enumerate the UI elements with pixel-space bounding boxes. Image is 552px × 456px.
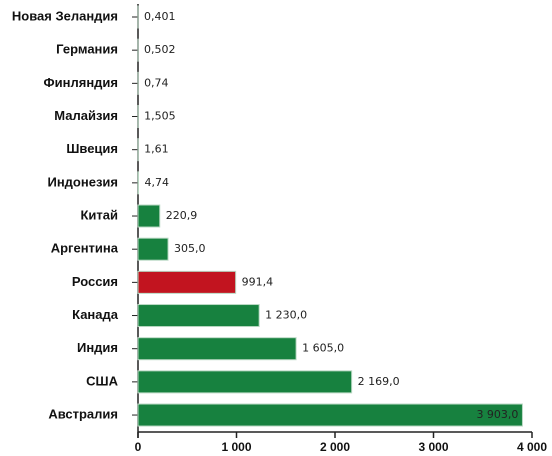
bar — [137, 370, 353, 394]
value-label: 220,9 — [166, 209, 198, 222]
value-label: 0,502 — [144, 43, 176, 56]
y-tick-label: Германия — [56, 42, 118, 57]
value-label: 305,0 — [174, 242, 206, 255]
value-label: 0,74 — [144, 76, 169, 89]
y-tick-label: Новая Зеландия — [12, 8, 118, 23]
value-label: 1 230,0 — [265, 309, 307, 322]
value-label: 1,61 — [144, 143, 169, 156]
value-label: 0,401 — [144, 10, 176, 23]
y-tick-label: Австралия — [48, 406, 118, 421]
bar — [137, 304, 260, 328]
value-label: 1 605,0 — [302, 342, 344, 355]
y-tick-label: Швеция — [66, 141, 118, 156]
bar — [137, 337, 297, 361]
y-tick-label: Индонезия — [47, 174, 118, 189]
bar — [137, 237, 169, 261]
y-tick-label: Канада — [72, 307, 119, 322]
value-label: 2 169,0 — [358, 375, 400, 388]
x-tick-label: 1 000 — [221, 440, 251, 454]
value-label: 3 903,0 — [476, 408, 518, 421]
bar — [137, 204, 161, 228]
y-tick-label: Китай — [80, 207, 118, 222]
x-tick-label: 4 000 — [517, 440, 547, 454]
value-label: 1,505 — [144, 110, 176, 123]
x-tick-label: 3 000 — [418, 440, 448, 454]
y-tick-label: США — [86, 373, 118, 388]
value-label: 991,4 — [242, 275, 274, 288]
x-tick-label: 2 000 — [320, 440, 350, 454]
y-tick-label: Россия — [72, 274, 118, 289]
value-label: 4,74 — [144, 176, 169, 189]
y-tick-label: Индия — [77, 340, 118, 355]
y-tick-label: Аргентина — [51, 241, 119, 256]
bar — [137, 270, 237, 294]
x-tick-label: 0 — [135, 440, 142, 454]
bar — [137, 403, 523, 427]
y-tick-label: Финляндия — [44, 75, 118, 90]
y-tick-label: Малайзия — [54, 108, 118, 123]
